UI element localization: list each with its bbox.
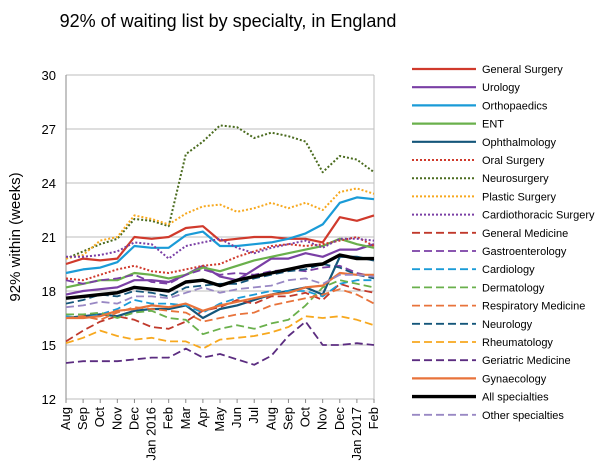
x-tick-label: Nov: [315, 407, 330, 431]
legend-label: Gastroenterology: [482, 246, 567, 258]
y-tick-label: 24: [42, 176, 56, 191]
x-tick-label: Feb: [366, 407, 381, 429]
legend-label: Orthopaedics: [482, 100, 548, 112]
legend-label: Gynaecology: [482, 373, 547, 385]
series-line: [65, 273, 375, 309]
series-lines: [65, 124, 375, 366]
legend-label: Oral Surgery: [482, 155, 545, 167]
legend-label: Ophthalmology: [482, 137, 556, 149]
legend-label: Rheumatology: [482, 337, 553, 349]
legend-label: Dermatology: [482, 282, 545, 294]
legend-label: Cardiothoracic Surgery: [482, 210, 595, 222]
series-line: [65, 288, 375, 323]
legend-label: General Medicine: [482, 228, 568, 240]
legend-label: Respiratory Medicine: [482, 301, 585, 313]
series-line: [66, 279, 375, 336]
x-tick-label: Apr: [195, 406, 210, 427]
y-tick-label: 27: [42, 122, 56, 137]
y-tick-label: 18: [42, 284, 56, 299]
series-line: [65, 264, 375, 285]
x-tick-label: Jan 2017: [349, 407, 364, 461]
grid: [65, 74, 375, 403]
y-tick-label: 12: [42, 392, 56, 407]
series-line: [65, 315, 375, 350]
x-tick-labels: Aug Sep Oct Nov Dec Jan 2016 Feb Mar Apr May Jun Ju…: [58, 406, 381, 460]
series-line: [65, 253, 374, 300]
chart-title: 92% of waiting list by specialty, in Eng…: [60, 11, 397, 31]
y-tick-label: 30: [42, 68, 56, 83]
x-tick-label: Jun: [229, 407, 244, 428]
legend-label: Urology: [482, 82, 520, 94]
x-tick-label: Aug: [58, 407, 73, 430]
legend-label: Neurosurgery: [482, 173, 549, 185]
legend-label: Cardiology: [482, 264, 535, 276]
x-tick-label: Nov: [109, 407, 124, 431]
y-tick-label: 15: [42, 338, 56, 353]
series-line: [65, 243, 375, 296]
x-tick-label: Jan 2016: [144, 407, 159, 461]
legend-label: ENT: [482, 119, 504, 131]
series-line: [66, 271, 374, 320]
x-tick-label: Mar: [178, 406, 193, 429]
legend-label: Plastic Surgery: [482, 191, 556, 203]
series-line: [65, 320, 375, 366]
x-tick-label: Sep: [280, 407, 295, 430]
x-tick-label: Jul: [246, 407, 261, 424]
series-line: [65, 214, 375, 266]
x-tick-label: Dec: [332, 407, 347, 431]
y-tick-label: 21: [42, 230, 56, 245]
legend-label: Neurology: [482, 319, 533, 331]
series-line: [65, 124, 375, 260]
x-tick-label: Dec: [126, 407, 141, 431]
y-tick-labels: 12 15 18 21 24 27 30: [42, 68, 56, 407]
legend-label: Geriatric Medicine: [482, 355, 571, 367]
y-axis-label: 92% within (weeks): [7, 172, 24, 301]
x-tick-label: Sep: [75, 407, 90, 430]
series-line: [65, 187, 375, 260]
legend: General Surgery Urology Orthopaedics ENT Oph…: [412, 64, 595, 422]
x-tick-label: Feb: [161, 407, 176, 429]
series-line: [65, 279, 374, 319]
legend-label: General Surgery: [482, 64, 563, 76]
x-tick-label: Aug: [263, 407, 278, 430]
series-line: [65, 196, 375, 275]
x-tick-label: Oct: [92, 407, 107, 428]
legend-label: All specialties: [482, 392, 549, 404]
x-tick-label: Oct: [298, 407, 313, 428]
series-line: [65, 237, 375, 289]
legend-label: Other specialties: [482, 410, 564, 422]
series-line: [65, 236, 375, 282]
x-tick-label: May: [212, 407, 227, 432]
